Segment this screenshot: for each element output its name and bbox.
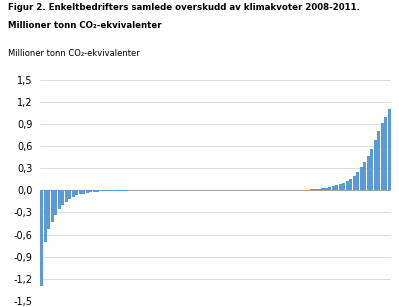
Bar (346, 181, 349, 190)
Bar (82, 190, 85, 193)
Bar (103, 190, 107, 191)
Bar (328, 187, 331, 190)
Bar (349, 179, 352, 190)
Bar (338, 184, 342, 190)
Bar (359, 168, 363, 190)
Bar (40, 190, 43, 286)
Bar (384, 117, 387, 190)
Bar (367, 157, 370, 190)
Bar (61, 190, 64, 205)
Bar (72, 190, 75, 197)
Bar (335, 185, 338, 190)
Bar (310, 189, 314, 190)
Text: Figur 2. Enkeltbedrifters samlede overskudd av klimakvoter 2008-2011.: Figur 2. Enkeltbedrifters samlede oversk… (8, 3, 360, 12)
Bar (377, 131, 380, 190)
Bar (342, 183, 345, 190)
Text: Millioner tonn CO₂-ekvivalenter: Millioner tonn CO₂-ekvivalenter (8, 49, 140, 58)
Bar (54, 190, 57, 216)
Bar (314, 189, 317, 190)
Bar (107, 190, 110, 191)
Bar (381, 122, 384, 190)
Bar (363, 162, 366, 190)
Bar (370, 149, 373, 190)
Bar (332, 186, 335, 190)
Bar (318, 189, 321, 190)
Bar (388, 109, 391, 190)
Bar (356, 172, 359, 190)
Bar (43, 190, 47, 242)
Bar (65, 190, 68, 202)
Bar (68, 190, 71, 199)
Bar (321, 188, 324, 190)
Bar (100, 190, 103, 191)
Bar (373, 140, 377, 190)
Bar (114, 190, 117, 191)
Text: Millioner tonn CO₂-ekvivalenter: Millioner tonn CO₂-ekvivalenter (8, 21, 162, 30)
Bar (89, 190, 93, 192)
Bar (96, 190, 99, 192)
Bar (79, 190, 82, 194)
Bar (75, 190, 78, 196)
Bar (353, 176, 356, 190)
Bar (324, 188, 328, 190)
Bar (57, 190, 61, 209)
Bar (86, 190, 89, 193)
Bar (47, 190, 50, 229)
Bar (93, 190, 96, 192)
Bar (110, 190, 113, 191)
Bar (51, 190, 54, 222)
